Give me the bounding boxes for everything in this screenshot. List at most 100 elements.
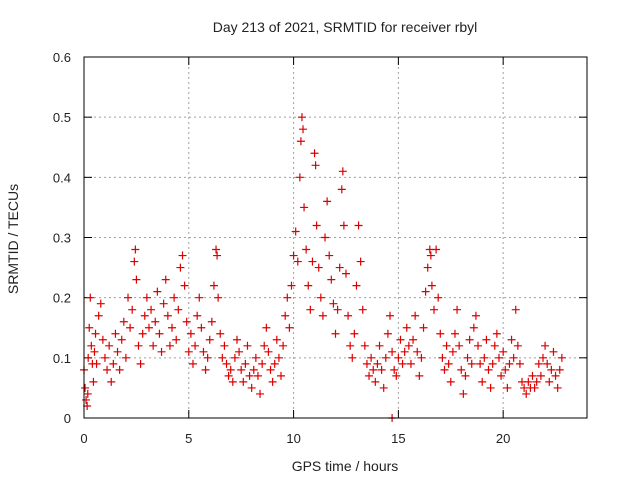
data-point: [98, 335, 107, 344]
data-point: [199, 347, 208, 356]
data-point: [91, 329, 100, 338]
data-point: [511, 305, 520, 314]
data-point: [138, 329, 147, 338]
data-point: [142, 293, 151, 302]
data-point: [509, 353, 518, 362]
x-tick-label: 5: [185, 431, 192, 446]
data-point: [333, 305, 342, 314]
data-point: [530, 383, 539, 392]
data-point: [505, 359, 514, 368]
data-point: [149, 341, 158, 350]
data-point: [311, 161, 320, 170]
data-point: [474, 341, 483, 350]
data-point: [220, 341, 229, 350]
data-point: [486, 383, 495, 392]
data-point: [209, 281, 218, 290]
data-point: [213, 251, 222, 260]
data-point: [461, 371, 470, 380]
x-axis-label: GPS time / hours: [292, 458, 399, 474]
data-point: [335, 263, 344, 272]
data-point: [151, 317, 160, 326]
data-point: [212, 245, 221, 254]
y-tick-label: 0.4: [53, 170, 71, 185]
data-point: [140, 311, 149, 320]
data-point: [119, 317, 128, 326]
data-point: [390, 365, 399, 374]
data-point: [346, 341, 355, 350]
data-point: [126, 323, 135, 332]
data-point: [365, 371, 374, 380]
data-point: [113, 347, 122, 356]
data-point: [549, 347, 558, 356]
data-point: [216, 329, 225, 338]
data-point: [488, 359, 497, 368]
data-point: [396, 335, 405, 344]
data-point: [545, 377, 554, 386]
data-point: [404, 341, 413, 350]
data-point: [444, 359, 453, 368]
data-point: [490, 341, 499, 350]
data-point: [373, 359, 382, 368]
data-point: [377, 365, 386, 374]
data-point: [235, 347, 244, 356]
data-point: [402, 323, 411, 332]
data-point: [421, 287, 430, 296]
data-point: [302, 245, 311, 254]
data-point: [459, 389, 468, 398]
data-point: [513, 341, 522, 350]
data-point: [224, 371, 233, 380]
data-point: [534, 359, 543, 368]
data-point: [350, 329, 359, 338]
data-point: [136, 359, 145, 368]
data-point: [239, 377, 248, 386]
data-point: [440, 365, 449, 374]
data-point: [385, 311, 394, 320]
data-point: [270, 359, 279, 368]
data-point: [329, 299, 338, 308]
data-point: [170, 293, 179, 302]
data-point: [153, 287, 162, 296]
data-point: [249, 365, 258, 374]
data-point: [82, 395, 91, 404]
data-point: [281, 311, 290, 320]
chart-title: Day 213 of 2021, SRMTID for receiver rby…: [213, 19, 478, 35]
data-point: [266, 365, 275, 374]
data-point: [105, 341, 114, 350]
data-point: [289, 251, 298, 260]
data-point: [337, 185, 346, 194]
data-point: [214, 293, 223, 302]
data-point: [230, 353, 239, 362]
data-point: [392, 371, 401, 380]
data-point: [295, 173, 304, 182]
data-point: [237, 365, 246, 374]
data-point: [482, 335, 491, 344]
y-tick-label: 0: [64, 411, 71, 426]
data-point: [134, 341, 143, 350]
data-point: [130, 257, 139, 266]
data-point: [388, 347, 397, 356]
data-point: [413, 347, 422, 356]
data-point: [450, 329, 459, 338]
data-point: [543, 359, 552, 368]
data-point: [432, 245, 441, 254]
data-point: [184, 347, 193, 356]
data-point: [96, 299, 105, 308]
data-point: [283, 293, 292, 302]
data-point: [344, 311, 353, 320]
data-point: [299, 125, 308, 134]
data-point: [285, 323, 294, 332]
y-tick-label: 0.3: [53, 231, 71, 246]
data-point: [293, 257, 302, 266]
data-point: [207, 317, 216, 326]
data-point: [476, 359, 485, 368]
data-point: [297, 113, 306, 122]
data-point: [312, 221, 321, 230]
data-point: [222, 359, 231, 368]
data-point: [551, 371, 560, 380]
data-point: [128, 305, 137, 314]
data-point: [287, 281, 296, 290]
data-point: [358, 305, 367, 314]
data-point: [352, 281, 361, 290]
data-point: [89, 377, 98, 386]
